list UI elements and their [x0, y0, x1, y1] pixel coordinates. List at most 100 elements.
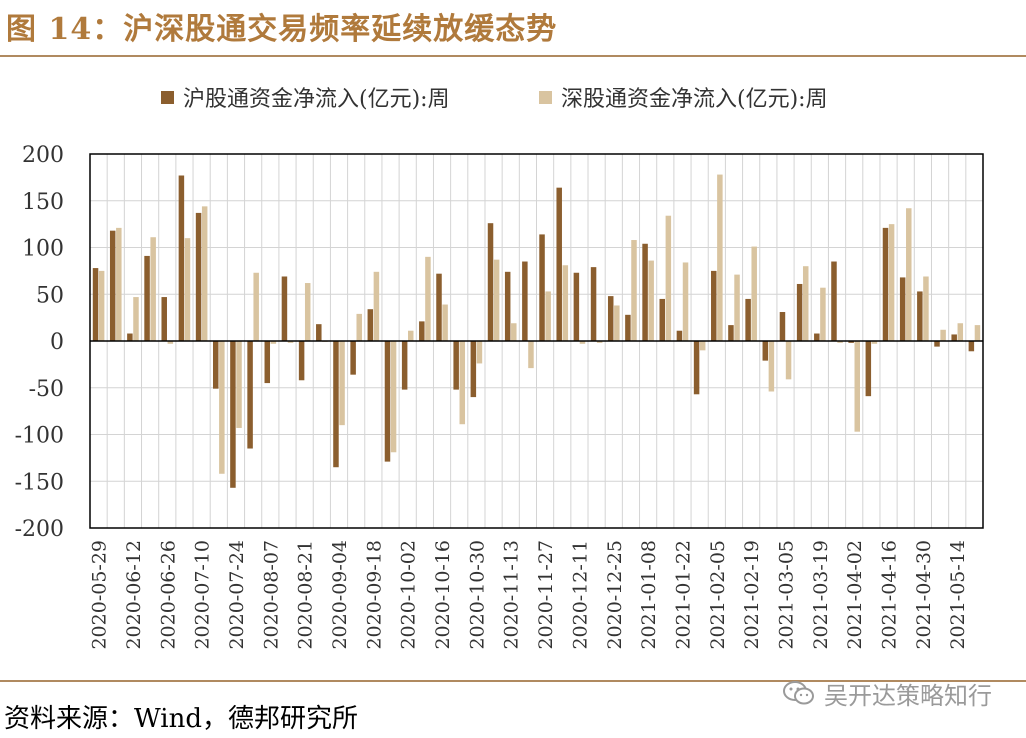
bar-sz-2021-02-26	[768, 341, 775, 392]
bar-sh-2021-01-29	[693, 341, 700, 395]
chart-legend: 沪股通资金净流入(亿元):周 深股通资金净流入(亿元):周	[161, 87, 828, 112]
bar-sz-2020-07-31	[253, 272, 259, 341]
bar-sz-2020-12-11	[579, 341, 586, 344]
bar-sh-2020-08-07	[264, 341, 271, 384]
y-tick-label: 0	[50, 330, 64, 355]
bar-sz-2021-04-23	[906, 208, 912, 341]
bar-sh-2020-10-23	[453, 341, 459, 390]
x-tick-label: 2021-03-05	[776, 540, 798, 650]
bar-sh-2021-05-14	[951, 334, 957, 341]
x-axis: 2020-05-29 2020-06-12 2020-06-26 2020-07-10…	[89, 540, 970, 650]
x-tick-label: 2020-06-26	[157, 540, 179, 650]
bar-sh-2020-07-17	[213, 341, 219, 389]
bar-sz-2021-03-05	[785, 341, 792, 380]
x-tick-label: 2021-01-22	[672, 540, 694, 650]
bar-sh-2020-11-27	[539, 234, 545, 341]
legend-swatch-sh	[161, 91, 174, 104]
chart-bars	[90, 174, 983, 488]
x-tick-label: 2021-01-08	[638, 540, 660, 650]
bar-sh-2020-11-06	[487, 223, 494, 341]
bar-sz-2020-10-09	[425, 256, 431, 341]
x-tick-label: 2020-10-02	[398, 540, 420, 650]
bar-sh-2021-03-26	[831, 261, 837, 341]
legend-label-sz: 深股通资金净流入(亿元):周	[561, 87, 828, 112]
bar-sh-2021-01-01	[625, 314, 631, 341]
bar-sz-2021-05-07	[940, 329, 946, 341]
bar-sh-2020-07-03	[178, 175, 185, 341]
plot-frame	[89, 153, 984, 529]
bar-sz-2020-10-16	[442, 304, 448, 341]
y-tick-label: -150	[15, 470, 64, 495]
bar-sh-2020-12-25	[607, 296, 614, 341]
bar-sh-2021-04-09	[865, 341, 872, 397]
x-tick-label: 2020-08-21	[295, 540, 317, 650]
bar-sh-2020-07-31	[247, 341, 253, 449]
bar-sz-2020-06-05	[116, 227, 122, 341]
bar-sz-2021-03-12	[802, 266, 809, 341]
bar-sz-2020-07-10	[201, 206, 208, 341]
bar-sh-2020-05-29	[92, 268, 99, 341]
x-tick-label: 2020-10-16	[432, 540, 454, 650]
bar-sz-2020-06-26	[167, 341, 174, 344]
source-note: 资料来源：Wind，德邦研究所	[4, 704, 358, 734]
x-tick-label: 2020-09-18	[363, 540, 385, 650]
bar-sh-2021-01-22	[676, 330, 683, 341]
legend-label-sh: 沪股通资金净流入(亿元):周	[183, 87, 450, 112]
title-divider	[0, 55, 1026, 57]
bar-sh-2020-12-18	[590, 267, 597, 341]
bar-sz-2020-08-21	[304, 283, 311, 341]
bar-sz-2020-10-23	[459, 341, 466, 425]
bar-sz-2021-03-26	[837, 341, 843, 343]
wechat-icon	[783, 681, 814, 705]
bar-sz-2021-04-02	[854, 341, 860, 432]
x-tick-label: 2020-08-07	[260, 540, 282, 650]
figure-title: 图 14：沪深股通交易频率延续放缓态势	[6, 12, 558, 47]
bar-sh-2020-10-02	[401, 341, 408, 390]
bar-sh-2020-06-26	[161, 297, 167, 341]
bar-sz-2021-02-19	[751, 246, 757, 341]
footer-divider	[0, 680, 1026, 682]
x-tick-label: 2020-07-24	[226, 540, 248, 650]
x-tick-label: 2020-06-12	[123, 540, 145, 650]
bar-sz-2020-11-06	[493, 259, 500, 341]
x-tick-label: 2020-12-11	[569, 540, 591, 650]
bar-sh-2020-09-18	[367, 309, 374, 341]
bar-sh-2020-09-25	[384, 341, 391, 462]
x-tick-label: 2021-04-02	[844, 540, 866, 650]
bar-sh-2020-06-19	[144, 255, 150, 341]
bar-sz-2020-09-18	[373, 271, 380, 341]
bar-sz-2020-10-30	[476, 341, 483, 364]
x-tick-label: 2021-04-16	[879, 540, 901, 650]
bar-sz-2021-04-30	[923, 276, 929, 341]
bar-sh-2020-12-11	[573, 272, 580, 341]
y-axis: 200 150 100 50 0 -50 -100 -150 -200	[15, 143, 64, 542]
bar-sz-2020-12-25	[614, 305, 620, 341]
bar-sz-2021-01-22	[682, 262, 689, 341]
bar-sh-2020-08-21	[298, 341, 305, 381]
x-tick-label: 2021-05-14	[947, 540, 969, 650]
bar-sh-2020-11-20	[522, 261, 528, 341]
bar-sh-2020-10-16	[436, 273, 442, 341]
x-tick-label: 2020-11-27	[535, 540, 557, 650]
bar-sh-2020-12-04	[556, 187, 562, 341]
x-tick-label: 2021-02-05	[707, 540, 729, 650]
bar-sh-2021-03-19	[814, 333, 820, 341]
bar-sz-2020-11-13	[511, 323, 517, 341]
bar-sz-2021-04-16	[888, 224, 895, 342]
bar-sz-2021-01-15	[665, 215, 672, 341]
y-tick-label: 150	[22, 190, 64, 215]
bar-sz-2021-01-29	[699, 341, 706, 351]
bar-sz-2020-09-11	[356, 313, 362, 341]
y-tick-label: -50	[29, 377, 64, 402]
bar-sh-2021-04-02	[848, 341, 854, 343]
bar-sh-2021-04-23	[899, 277, 906, 341]
bar-sh-2021-05-21	[968, 341, 975, 352]
bar-sz-2020-09-25	[390, 341, 397, 453]
bar-sh-2021-01-15	[659, 298, 665, 341]
bar-sz-2020-08-07	[270, 341, 277, 344]
bar-sz-2020-11-27	[545, 291, 551, 341]
bar-sz-2021-02-05	[717, 174, 723, 341]
bar-sh-2021-03-12	[796, 283, 803, 341]
y-tick-label: -200	[15, 517, 64, 542]
bar-sh-2020-07-10	[195, 212, 202, 341]
